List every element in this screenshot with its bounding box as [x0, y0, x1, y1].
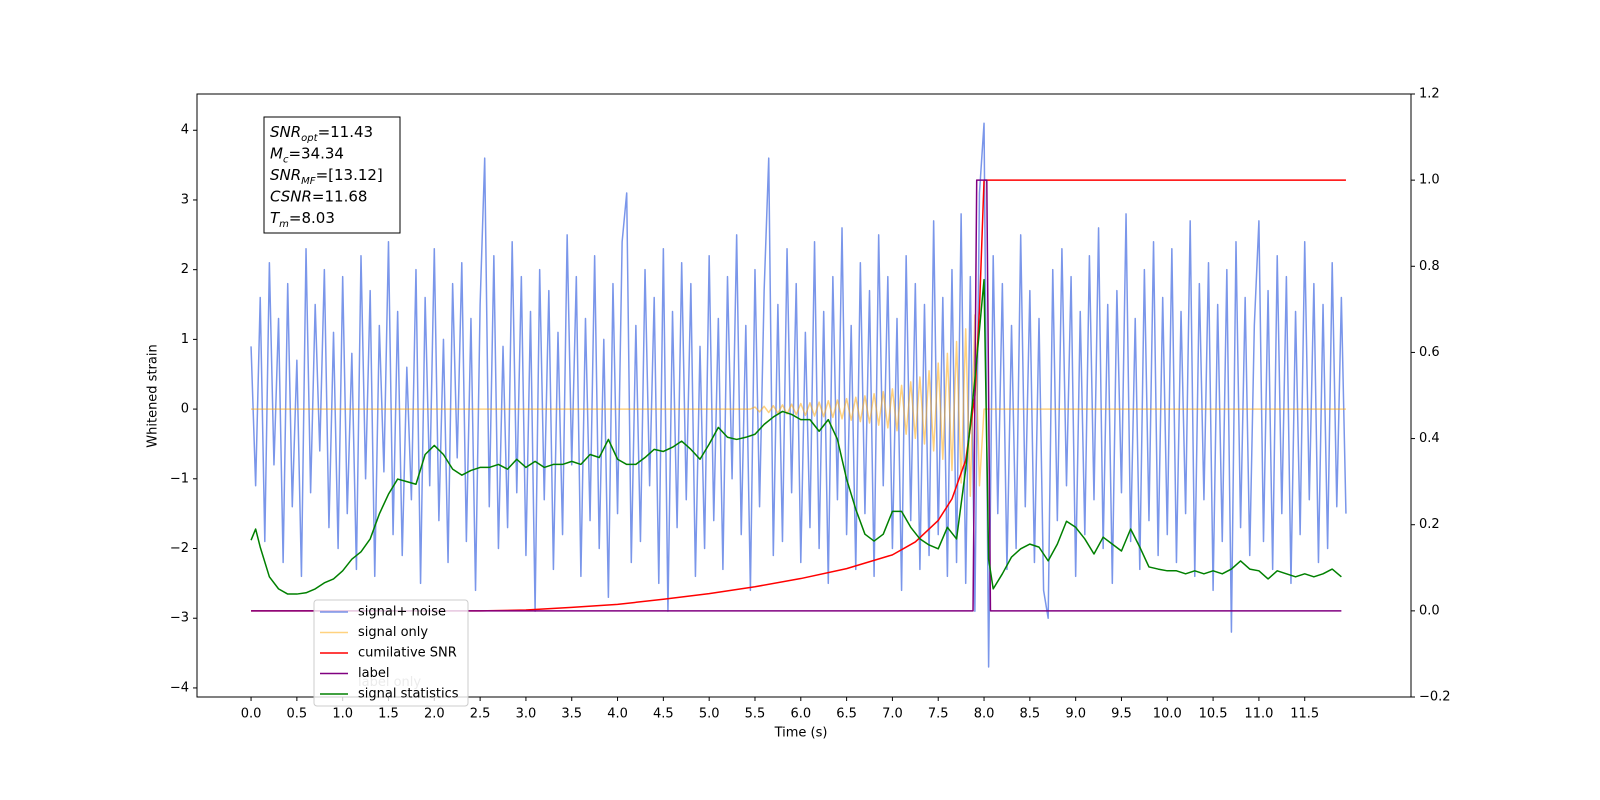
- x-tick-label: 11.0: [1244, 707, 1273, 722]
- axes-frame: [196, 93, 1412, 698]
- y-tick-label: 1: [181, 332, 189, 347]
- legend-label: signal statistics: [358, 687, 459, 702]
- stats-symbol: M: [270, 144, 283, 162]
- stats-value: =11.43: [318, 123, 374, 141]
- y2-tick-label: 0.8: [1419, 259, 1440, 274]
- y2-tick-label: −0.2: [1419, 690, 1451, 705]
- legend-label: label: [358, 666, 389, 681]
- stats-value: =11.68: [312, 187, 368, 205]
- y-axis-label: Whitened strain: [146, 344, 161, 447]
- x-tick-label: 10.5: [1199, 707, 1228, 722]
- stats-subscript: MF: [301, 176, 316, 187]
- legend-frame: [313, 599, 469, 707]
- y-tick-label: −3: [170, 611, 189, 626]
- x-tick-label: 10.0: [1153, 707, 1182, 722]
- series-line: [251, 314, 1346, 497]
- stats-line: Tm=8.03: [270, 209, 335, 230]
- stats-line: SNRMF=[13.12]: [270, 166, 383, 187]
- series-line: [251, 179, 1346, 612]
- x-tick-label: 4.0: [607, 707, 628, 722]
- x-tick-label: 6.0: [790, 707, 811, 722]
- y2-tick-label: 0.0: [1419, 603, 1440, 618]
- x-tick-label: 9.5: [1111, 707, 1132, 722]
- legend-label: signal+ noise: [358, 605, 446, 620]
- legend-label: signal only: [358, 625, 428, 640]
- series-line: [250, 278, 1342, 595]
- y2-tick-label: 1.2: [1419, 87, 1440, 102]
- x-tick-label: 8.5: [1020, 707, 1041, 722]
- series-line: [250, 122, 1347, 668]
- y-tick-label: −1: [170, 471, 189, 486]
- x-tick-label: 7.0: [882, 707, 903, 722]
- y2-tick-label: 1.0: [1419, 173, 1440, 188]
- x-tick-label: 2.0: [424, 707, 445, 722]
- stats-line: Mc=34.34: [270, 144, 344, 165]
- y-tick-label: 2: [181, 262, 189, 277]
- x-tick-label: 0.0: [241, 707, 262, 722]
- stats-value: =[13.12]: [316, 166, 383, 184]
- x-tick-label: 1.0: [332, 707, 353, 722]
- x-tick-label: 1.5: [378, 707, 399, 722]
- y-tick-label: 3: [181, 192, 189, 207]
- stats-value: =8.03: [289, 209, 335, 227]
- x-tick-label: 2.5: [470, 707, 491, 722]
- stats-line: CSNR=11.68: [270, 187, 367, 205]
- y2-tick-label: 0.6: [1419, 345, 1440, 360]
- plot-area: [250, 122, 1347, 668]
- x-tick-label: 7.5: [928, 707, 949, 722]
- stats-symbol: SNR: [270, 166, 301, 184]
- y-tick-label: −4: [170, 680, 189, 695]
- stats-subscript: opt: [301, 133, 318, 144]
- series-line: [251, 179, 1342, 612]
- x-tick-label: 0.5: [287, 707, 308, 722]
- y2-tick-label: 0.4: [1419, 431, 1440, 446]
- y-tick-label: 4: [181, 123, 189, 138]
- y2-tick-label: 0.2: [1419, 517, 1440, 532]
- x-tick-label: 5.0: [699, 707, 720, 722]
- x-tick-label: 11.5: [1290, 707, 1319, 722]
- x-tick-label: 3.5: [561, 707, 582, 722]
- x-tick-label: 8.0: [974, 707, 995, 722]
- x-tick-label: 3.0: [516, 707, 537, 722]
- x-tick-label: 9.0: [1065, 707, 1086, 722]
- stats-subscript: m: [279, 219, 289, 230]
- x-tick-label: 5.5: [745, 707, 766, 722]
- y-tick-label: −2: [170, 541, 189, 556]
- stats-line: SNRopt=11.43: [270, 123, 373, 144]
- x-axis-label: Time (s): [774, 726, 828, 741]
- stats-subscript: c: [283, 154, 289, 165]
- x-tick-label: 6.5: [836, 707, 857, 722]
- stats-symbol: SNR: [270, 123, 301, 141]
- stats-symbol: CSNR: [270, 187, 312, 205]
- stats-value: =34.34: [288, 144, 344, 162]
- x-tick-label: 4.5: [653, 707, 674, 722]
- stats-box: [263, 116, 401, 234]
- stats-symbol: T: [270, 209, 281, 227]
- legend-label: cumilative SNR: [358, 646, 457, 661]
- y-tick-label: 0: [181, 402, 189, 417]
